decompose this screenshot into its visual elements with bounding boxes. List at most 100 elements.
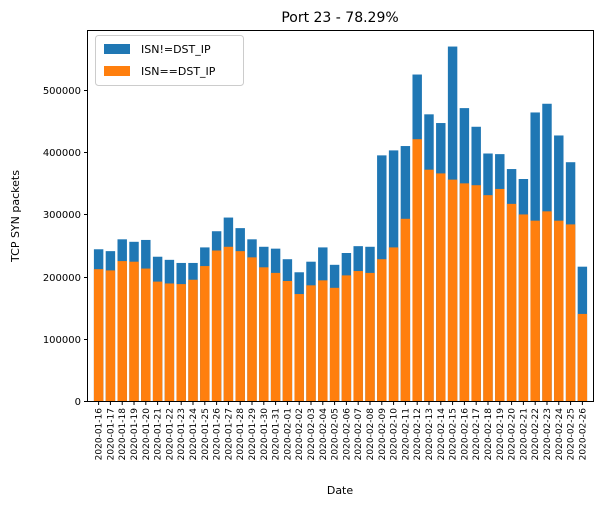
x-tick-label: 2020-01-26 [213,408,223,461]
bar-isn-eq-dst-ip [318,280,328,401]
bar-isn-eq-dst-ip [129,261,139,401]
x-tick-label: 2020-01-24 [189,408,199,461]
x-tick-label: 2020-01-19 [130,408,140,461]
x-tick-label: 2020-02-14 [437,408,447,461]
x-tick-label: 2020-02-16 [460,408,470,461]
bar-isn-eq-dst-ip [459,183,470,401]
y-tick-label: 100000 [43,335,81,346]
bar-isn-eq-dst-ip [270,272,281,401]
x-tick-label: 2020-02-26 [578,408,588,461]
x-tick-label: 2020-02-10 [390,408,400,461]
y-tick-label: 0 [75,397,81,408]
bar-isn-eq-dst-ip [518,214,529,401]
bar-isn-eq-dst-ip [235,251,245,401]
bar-isn-eq-dst-ip [400,218,411,401]
bar-isn-eq-dst-ip [542,211,552,401]
x-tick-label: 2020-02-03 [307,408,317,460]
bar-isn-eq-dst-ip [436,173,446,401]
legend-swatch-isn-not-dst-ip [104,44,130,54]
x-tick-label: 2020-02-07 [354,408,364,460]
bar-isn-eq-dst-ip [93,269,104,401]
bar-isn-eq-dst-ip [388,247,399,401]
bar-isn-eq-dst-ip [365,272,375,401]
bar-isn-eq-dst-ip [353,271,363,401]
x-tick-label: 2020-01-29 [248,408,258,461]
bar-isn-eq-dst-ip [506,203,517,401]
bar-isn-eq-dst-ip [282,280,293,401]
y-tick-label: 200000 [43,273,81,284]
bar-isn-eq-dst-ip [188,279,198,401]
x-tick-label: 2020-02-22 [531,408,541,460]
x-tick-label: 2020-02-02 [295,408,305,460]
bar-isn-eq-dst-ip [152,281,163,401]
bar-isn-eq-dst-ip [341,275,352,401]
x-tick-label: 2020-02-04 [319,408,329,461]
x-tick-label: 2020-01-31 [272,408,282,460]
bars-group [93,46,588,402]
x-tick-label: 2020-01-21 [154,408,164,460]
bar-isn-eq-dst-ip [329,287,340,401]
y-tick-label: 400000 [43,148,81,159]
x-tick-label: 2020-02-21 [519,408,529,460]
x-tick-label: 2020-02-11 [401,408,411,460]
x-tick-label: 2020-02-08 [366,408,376,461]
bar-isn-eq-dst-ip [176,284,186,401]
y-tick-label: 300000 [43,210,81,221]
x-tick-label: 2020-02-05 [331,408,341,460]
legend-label-isn-eq-dst-ip: ISN==DST_IP [141,65,216,78]
x-tick-label: 2020-01-23 [177,408,187,460]
bar-isn-eq-dst-ip [141,268,151,401]
bar-isn-eq-dst-ip [294,294,304,401]
x-axis: 2020-01-16 2020-01-17 2020-01-18 2020-01-19… [95,401,588,461]
x-tick-label: 2020-02-12 [413,408,423,460]
bar-isn-eq-dst-ip [565,224,576,401]
x-tick-label: 2020-02-25 [567,408,577,460]
legend-label-isn-not-dst-ip: ISN!=DST_IP [141,43,211,56]
x-tick-label: 2020-01-25 [201,408,211,460]
x-tick-label: 2020-02-20 [508,408,518,461]
x-tick-label: 2020-01-30 [260,408,270,461]
bar-isn-eq-dst-ip [412,139,422,402]
x-tick-label: 2020-02-23 [543,408,553,460]
x-tick-label: 2020-02-01 [283,408,293,460]
chart-title: Port 23 - 78.29% [281,10,398,26]
bar-isn-eq-dst-ip [259,267,269,401]
bar-isn-eq-dst-ip [247,257,257,401]
x-tick-label: 2020-01-18 [118,408,128,461]
x-tick-label: 2020-01-27 [224,408,234,460]
legend-box [95,35,244,86]
bar-isn-eq-dst-ip [200,266,210,401]
x-tick-label: 2020-01-20 [142,408,152,461]
x-tick-label: 2020-01-28 [236,408,246,461]
x-axis-title: Date [327,484,354,497]
bar-isn-eq-dst-ip [211,250,222,401]
bar-isn-eq-dst-ip [495,188,505,401]
bar-isn-eq-dst-ip [117,261,127,401]
y-tick-label: 500000 [43,86,81,97]
bar-isn-eq-dst-ip [105,270,116,401]
x-tick-label: 2020-02-09 [378,408,388,461]
x-tick-label: 2020-02-19 [496,408,506,461]
bar-isn-eq-dst-ip [483,195,493,401]
bar-isn-eq-dst-ip [530,220,540,401]
bar-isn-eq-dst-ip [164,283,175,401]
bar-isn-eq-dst-ip [471,185,481,401]
y-axis-title: TCP SYN packets [9,170,22,263]
x-tick-label: 2020-02-17 [472,408,482,460]
bar-isn-eq-dst-ip [577,313,588,401]
legend: ISN!=DST_IP ISN==DST_IP [95,35,244,86]
x-tick-label: 2020-01-17 [106,408,116,460]
x-tick-label: 2020-02-06 [342,408,352,461]
bar-isn-eq-dst-ip [554,220,564,401]
y-axis: 0 100000 200000 300000 400000 500000 [43,86,88,408]
bar-isn-eq-dst-ip [447,179,458,401]
x-tick-label: 2020-02-13 [425,408,435,460]
bar-isn-eq-dst-ip [377,259,387,401]
x-tick-label: 2020-01-16 [95,408,105,461]
legend-swatch-isn-eq-dst-ip [104,66,130,76]
bar-isn-eq-dst-ip [223,246,234,401]
bar-isn-eq-dst-ip [424,169,434,401]
x-tick-label: 2020-02-24 [555,408,565,461]
axes-frame [87,30,594,402]
